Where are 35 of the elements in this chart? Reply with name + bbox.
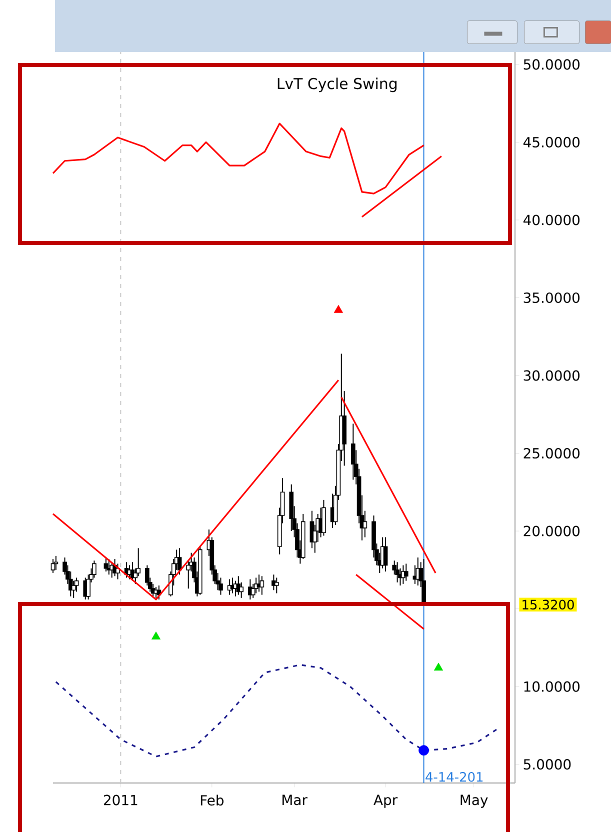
ref-line-label: 4-14-201 — [426, 772, 483, 782]
point — [418, 745, 429, 756]
y-tick-label: 20.0000 — [524, 526, 580, 536]
candlestick — [422, 558, 426, 605]
x-tick-label: Apr — [374, 794, 398, 808]
candlestick — [260, 576, 264, 596]
x-tick-label: Mar — [282, 794, 308, 806]
x-tick-label: 2011 — [104, 794, 138, 806]
candlestick — [350, 423, 356, 480]
y-tick-label: 50.0000 — [524, 59, 580, 70]
candlestick — [116, 563, 120, 580]
y-tick-label: 35.0000 — [524, 292, 580, 304]
text: 15.3200 — [522, 600, 574, 610]
candlestick — [50, 558, 56, 574]
point — [434, 662, 444, 671]
x-tick-label: May — [460, 794, 488, 808]
candlestick — [362, 510, 368, 538]
point — [334, 304, 343, 313]
y-tick-label: 5.0000 — [524, 759, 571, 770]
y-tick-label: 25.0000 — [524, 448, 580, 459]
candlestick — [71, 580, 76, 598]
candlestick — [92, 560, 96, 578]
candlestick — [218, 577, 223, 596]
candlestick — [54, 555, 58, 570]
y-tick-label: 45.0000 — [523, 136, 580, 148]
candlestick — [239, 582, 244, 598]
x-tick-label: Feb — [200, 794, 224, 806]
y-tick-label: 10.0000 — [524, 681, 580, 692]
y-tick-label: 40.0000 — [523, 214, 580, 226]
candlestick — [404, 563, 408, 582]
y-tick-label: 30.0000 — [524, 370, 580, 381]
point — [151, 632, 161, 640]
candlestick — [274, 577, 279, 594]
candlestick — [383, 536, 388, 572]
annotation: LvT Cycle Swing — [278, 78, 397, 92]
